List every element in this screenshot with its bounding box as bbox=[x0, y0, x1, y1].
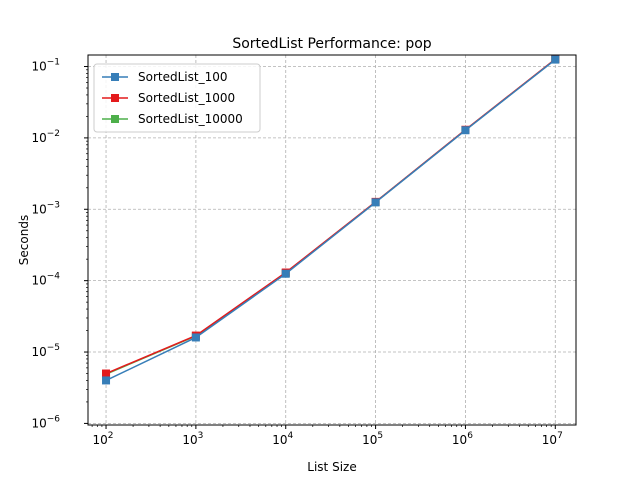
data-point bbox=[281, 269, 290, 278]
legend-item: SortedList_1000 bbox=[102, 91, 235, 105]
legend-label: SortedList_10000 bbox=[138, 112, 243, 126]
data-point bbox=[102, 369, 111, 378]
data-point bbox=[551, 55, 560, 64]
data-point bbox=[371, 198, 380, 207]
legend-marker bbox=[111, 73, 119, 81]
chart-title: SortedList Performance: pop bbox=[232, 36, 431, 52]
plot-frame bbox=[87, 54, 577, 426]
y-tick-label: 10−2 bbox=[31, 129, 60, 145]
legend-label: SortedList_100 bbox=[138, 70, 227, 84]
data-point bbox=[461, 126, 470, 135]
x-tick-label: 106 bbox=[452, 431, 473, 447]
y-tick-label: 10−1 bbox=[31, 58, 60, 74]
legend-box bbox=[93, 63, 261, 133]
x-tick-label: 103 bbox=[182, 431, 203, 447]
series-sortedlist_100 bbox=[102, 55, 560, 385]
series-layer bbox=[102, 55, 560, 385]
y-tick-label: 10−5 bbox=[31, 343, 60, 359]
legend-label: SortedList_1000 bbox=[138, 91, 235, 105]
legend-marker bbox=[111, 94, 119, 102]
legend-marker bbox=[111, 115, 119, 123]
x-tick-label: 104 bbox=[272, 431, 293, 447]
legend: SortedList_100 SortedList_1000 SortedList_… bbox=[93, 63, 261, 133]
x-tick-label: 105 bbox=[362, 431, 383, 447]
legend-item: SortedList_10000 bbox=[102, 112, 243, 126]
y-axis-label: Seconds bbox=[17, 215, 31, 265]
y-tick-label: 10−3 bbox=[31, 200, 60, 216]
x-axis-label: List Size bbox=[307, 460, 356, 474]
data-point bbox=[191, 333, 200, 342]
series-line bbox=[105, 59, 556, 382]
x-tick-label: 107 bbox=[542, 431, 563, 447]
y-tick-label: 10−4 bbox=[31, 272, 60, 288]
major-ticks: 102 103 104 105 106 107 10−6 10−5 10−4 10−3 10−2 10… bbox=[31, 58, 562, 447]
data-point bbox=[102, 376, 111, 385]
x-tick-label: 102 bbox=[93, 431, 114, 447]
y-tick-label: 10−6 bbox=[31, 414, 60, 430]
legend-item: SortedList_100 bbox=[102, 70, 227, 84]
